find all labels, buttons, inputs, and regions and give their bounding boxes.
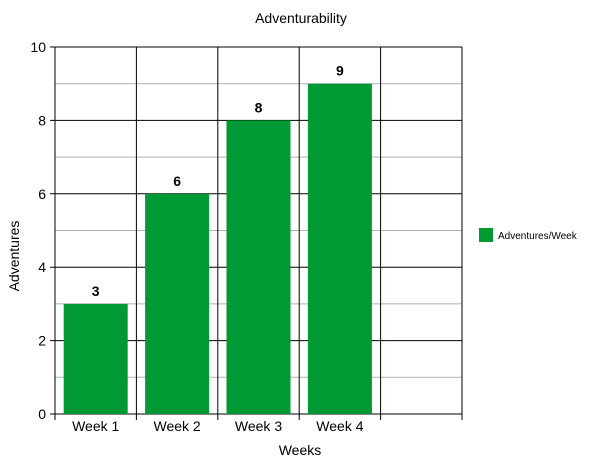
y-axis-ticks: 0 2 4 6 8 10 xyxy=(30,39,46,422)
data-label: 8 xyxy=(255,99,263,115)
y-tick-label: 2 xyxy=(38,333,46,349)
y-axis-label: Adventures xyxy=(6,221,22,292)
legend-swatch xyxy=(479,228,493,242)
data-label: 3 xyxy=(92,283,100,299)
bar xyxy=(226,120,291,415)
chart-title: Adventurability xyxy=(255,10,347,26)
y-tick-label: 10 xyxy=(30,39,46,55)
data-label: 9 xyxy=(336,63,344,79)
y-tick-label: 8 xyxy=(38,112,46,128)
x-tick-label: Week 3 xyxy=(235,418,282,434)
data-label: 6 xyxy=(173,173,181,189)
x-axis-ticks: Week 1 Week 2 Week 3 Week 4 xyxy=(72,418,364,434)
y-tick-label: 6 xyxy=(38,186,46,202)
x-tick-label: Week 2 xyxy=(153,418,200,434)
x-axis-label: Weeks xyxy=(279,442,322,458)
legend-label: Adventures/Week xyxy=(498,231,578,242)
x-tick-label: Week 4 xyxy=(316,418,363,434)
x-tick-label: Week 1 xyxy=(72,418,119,434)
bar xyxy=(307,83,372,414)
data-labels: 3 6 8 9 xyxy=(92,63,344,299)
bars xyxy=(63,83,372,415)
bar xyxy=(145,193,210,414)
legend: Adventures/Week xyxy=(479,228,578,242)
y-tick-label: 4 xyxy=(38,259,46,275)
y-tick-label: 0 xyxy=(38,406,46,422)
bar xyxy=(63,303,128,414)
